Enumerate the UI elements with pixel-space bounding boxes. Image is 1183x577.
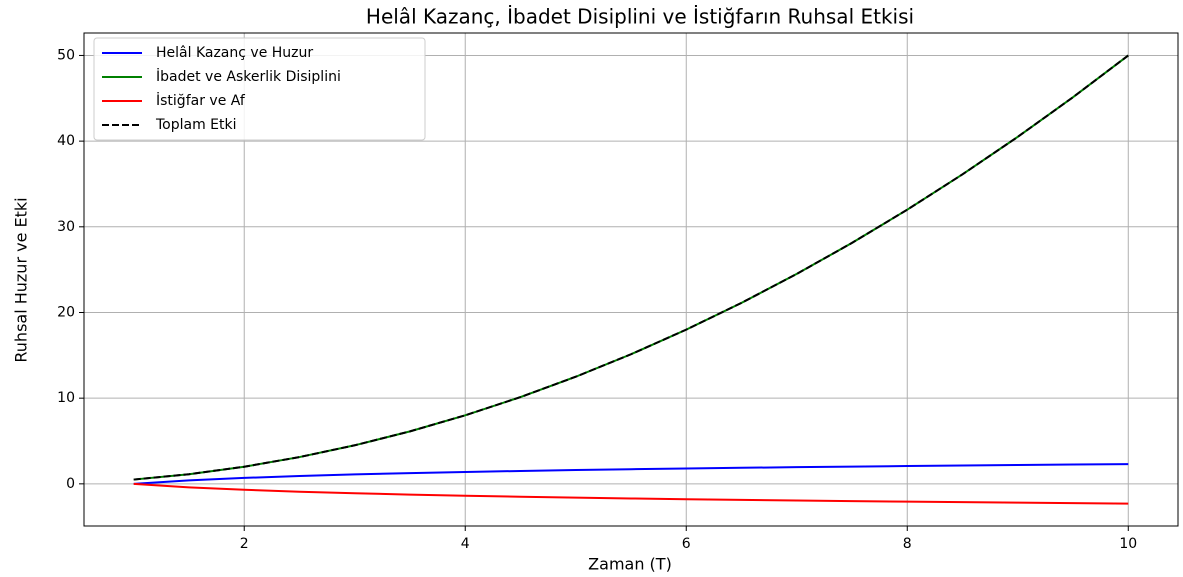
x-tick-label: 2 xyxy=(240,536,249,552)
series-line xyxy=(133,54,1129,481)
x-tick-label: 10 xyxy=(1119,536,1137,552)
y-tick-label: 10 xyxy=(57,390,75,406)
y-tick-label: 0 xyxy=(66,476,75,492)
y-tick-label: 20 xyxy=(57,304,75,320)
legend-box xyxy=(93,37,426,141)
plot-frame xyxy=(83,32,1179,527)
legend-label: İstiğfar ve Af xyxy=(156,91,246,109)
x-axis-label: Zaman (T) xyxy=(588,555,672,574)
y-axis-label: Ruhsal Huzur ve Etki xyxy=(12,197,31,362)
legend-label: Helâl Kazanç ve Huzur xyxy=(156,45,313,61)
series-line xyxy=(133,463,1129,485)
x-tick-label: 8 xyxy=(903,536,912,552)
x-tick-label: 4 xyxy=(461,536,470,552)
y-tick-label: 30 xyxy=(57,219,75,235)
series-line xyxy=(133,482,1129,505)
legend-label: Toplam Etki xyxy=(155,117,237,133)
legend-label: İbadet ve Askerlik Disiplini xyxy=(156,67,341,85)
chart-title: Helâl Kazanç, İbadet Disiplini ve İstiğf… xyxy=(366,5,914,29)
y-tick-label: 50 xyxy=(57,47,75,63)
x-tick-label: 6 xyxy=(682,536,691,552)
y-tick-label: 40 xyxy=(57,133,75,149)
